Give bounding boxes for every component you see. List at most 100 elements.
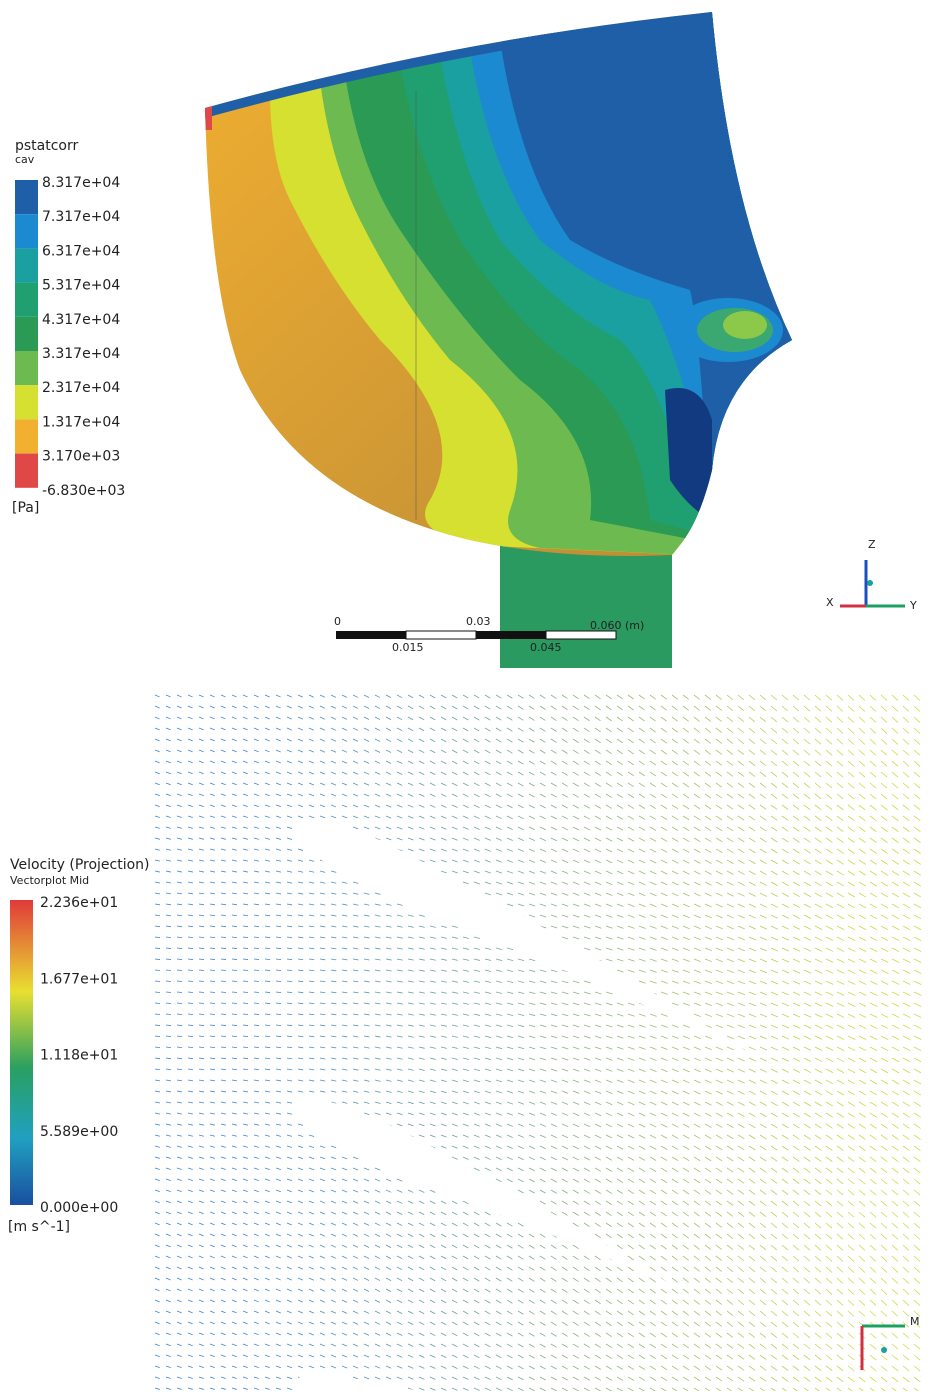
vector xyxy=(276,1036,281,1037)
vector xyxy=(177,1322,182,1324)
vector xyxy=(518,783,524,786)
legend: pstatcorr cav [Pa] 8.317e+047.317e+046.3… xyxy=(12,138,125,516)
vector xyxy=(276,1179,281,1181)
vector xyxy=(760,904,767,907)
vector xyxy=(441,1245,446,1248)
vector xyxy=(188,1179,193,1181)
vector xyxy=(386,1355,391,1357)
vector xyxy=(694,816,700,820)
vector xyxy=(254,860,259,861)
vector xyxy=(584,1168,590,1171)
vector xyxy=(848,1223,854,1228)
vector xyxy=(518,860,524,862)
vector xyxy=(243,1047,248,1048)
vector xyxy=(320,1201,325,1203)
vector xyxy=(551,904,557,906)
vector xyxy=(804,816,810,821)
vector xyxy=(408,1014,414,1015)
vector xyxy=(617,1157,623,1160)
vector xyxy=(760,948,767,951)
vector xyxy=(914,728,920,733)
vector xyxy=(265,1058,270,1059)
vector xyxy=(254,904,259,905)
vector xyxy=(518,1091,524,1093)
vector xyxy=(870,750,876,755)
vector xyxy=(639,1278,645,1282)
vector xyxy=(232,1069,237,1070)
vector xyxy=(276,1388,281,1390)
vector xyxy=(848,827,854,832)
vector xyxy=(518,1333,523,1336)
scale-label: 0.045 xyxy=(530,641,562,654)
vector xyxy=(793,1245,799,1250)
vector xyxy=(276,1014,281,1015)
vector xyxy=(815,1102,822,1106)
vector xyxy=(551,1047,557,1049)
vector xyxy=(155,728,160,730)
vector xyxy=(881,1146,887,1151)
vector xyxy=(584,1278,590,1282)
vector xyxy=(705,1278,711,1282)
vector xyxy=(606,1135,612,1138)
vector xyxy=(265,1366,270,1368)
vector xyxy=(353,717,358,719)
vector xyxy=(826,728,832,733)
vector xyxy=(771,1234,777,1239)
vector xyxy=(540,981,546,983)
vector xyxy=(628,1102,634,1105)
vector xyxy=(760,1135,766,1139)
vector xyxy=(771,1069,778,1072)
vector xyxy=(408,937,414,938)
vector xyxy=(749,838,755,842)
vector xyxy=(760,1091,767,1095)
vector xyxy=(452,1036,458,1037)
vector xyxy=(210,1388,215,1389)
vector xyxy=(661,1179,667,1183)
vector xyxy=(815,1168,821,1173)
vector xyxy=(694,1190,700,1194)
vector xyxy=(837,1190,843,1195)
vector xyxy=(276,1322,281,1324)
vector xyxy=(903,1278,909,1283)
vector xyxy=(892,1344,898,1349)
vector xyxy=(804,1311,810,1316)
vector xyxy=(232,1014,237,1015)
vector xyxy=(771,783,777,788)
vector xyxy=(661,794,667,798)
vector xyxy=(419,1245,424,1248)
vector xyxy=(430,1245,435,1248)
vector xyxy=(177,1377,182,1379)
vector xyxy=(771,750,777,755)
vector xyxy=(606,1157,612,1160)
vector xyxy=(749,1069,756,1072)
vector xyxy=(408,1267,413,1270)
vector xyxy=(639,1058,645,1060)
vector xyxy=(573,1322,579,1326)
vector xyxy=(837,1278,843,1283)
vector xyxy=(694,1135,700,1139)
vector xyxy=(529,1267,534,1270)
vector xyxy=(870,1311,876,1316)
vector xyxy=(661,1157,667,1161)
vector xyxy=(749,706,755,711)
vector xyxy=(177,1179,182,1181)
vector xyxy=(859,860,866,864)
vector xyxy=(430,783,435,786)
vector xyxy=(584,1366,590,1369)
vector xyxy=(287,1311,292,1313)
vector xyxy=(859,1069,866,1073)
vector xyxy=(452,1058,458,1060)
vector xyxy=(463,1333,468,1336)
vector xyxy=(892,860,899,864)
vector xyxy=(386,717,391,720)
colorbar-band xyxy=(15,180,38,214)
vector xyxy=(782,1091,789,1095)
vector xyxy=(727,1223,733,1228)
vector xyxy=(881,794,887,799)
vector xyxy=(353,739,358,741)
vector xyxy=(243,1388,248,1389)
vector xyxy=(375,1113,380,1115)
vector xyxy=(782,1069,789,1072)
vector xyxy=(199,1113,204,1114)
vector xyxy=(771,1080,778,1083)
